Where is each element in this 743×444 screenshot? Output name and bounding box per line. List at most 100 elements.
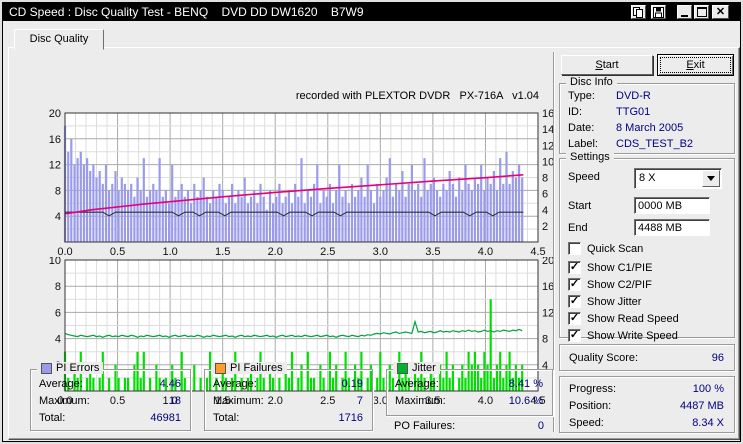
svg-text:0.5: 0.5 [110, 395, 125, 407]
row-label: Maximum: [395, 395, 446, 407]
svg-text:4: 4 [542, 205, 548, 217]
row-value: 18 [168, 395, 181, 407]
checkbox-label: Show Jitter [587, 295, 642, 308]
svg-text:0.0: 0.0 [57, 395, 72, 407]
row-label: Average: [213, 378, 257, 390]
row-value: 1716 [338, 412, 363, 424]
start-button[interactable]: Start [561, 55, 653, 75]
po-failures-label: PO Failures: [394, 420, 456, 432]
titlebar: CD Speed : Disc Quality Test - BENQ DVD … [3, 3, 740, 21]
disc-type-label: Type: [568, 90, 595, 102]
svg-text:4.0: 4.0 [478, 246, 493, 258]
jitter-swatch [397, 362, 408, 374]
window-title: CD Speed : Disc Quality Test - BENQ DVD … [9, 5, 364, 19]
speed-select[interactable]: 8 X [634, 168, 722, 189]
legend-title: PI Failures [230, 362, 283, 374]
quality-score-box: Quality Score: 96 [559, 344, 735, 371]
svg-text:14: 14 [542, 124, 554, 136]
svg-text:16: 16 [542, 281, 554, 293]
save-button[interactable] [651, 5, 666, 19]
row-label: Average: [395, 378, 439, 390]
maximize-button[interactable] [694, 5, 709, 19]
checkbox-show-c2-pif[interactable]: ✓ Show C2/PIF [568, 277, 652, 292]
svg-text:2: 2 [542, 221, 548, 233]
row-label: Total: [39, 412, 66, 424]
legend-pi-errors: PI Errors Average: 4.46 Maximum: 18 Total:… [30, 362, 191, 431]
checkbox-show-read-speed[interactable]: ✓ Show Read Speed [568, 311, 679, 326]
row-value: 8.41 % [508, 378, 543, 390]
svg-text:4.0: 4.0 [478, 395, 493, 407]
quality-score-label: Quality Score: [569, 352, 639, 364]
group-disc-info: Disc Info Type: DVD-R ID: TTG01 Date: 8 Mar… [559, 76, 735, 154]
row-label: Average: [39, 378, 83, 390]
exit-button[interactable]: Exit [657, 54, 734, 76]
svg-text:2.0: 2.0 [268, 395, 283, 407]
svg-text:8: 8 [542, 334, 548, 346]
checkbox-show-jitter[interactable]: ✓ Show Jitter [568, 294, 641, 309]
svg-text:8: 8 [55, 281, 61, 293]
svg-text:10: 10 [542, 156, 554, 168]
row-label: Maximum: [39, 395, 90, 407]
save-icon [653, 6, 664, 18]
minimize-icon [681, 14, 688, 17]
svg-text:0.0: 0.0 [57, 246, 72, 258]
disc-label-label: Label: [568, 138, 598, 150]
row-label: Maximum: [213, 395, 264, 407]
svg-text:2.5: 2.5 [320, 246, 335, 258]
pi-failures-swatch [215, 362, 226, 374]
start-mb-label: Start [568, 200, 592, 212]
svg-text:3.0: 3.0 [373, 395, 388, 407]
svg-text:0.5: 0.5 [110, 246, 125, 258]
maximize-icon [696, 7, 707, 17]
checkbox-box[interactable]: ✓ [568, 278, 581, 291]
tab-label: Disc Quality [29, 33, 89, 45]
checkbox-quick-scan[interactable]: Quick Scan [568, 241, 643, 256]
close-icon: ✕ [715, 6, 726, 18]
quality-score-value: 96 [711, 352, 724, 364]
svg-text:3.5: 3.5 [425, 246, 440, 258]
svg-text:1.5: 1.5 [215, 395, 230, 407]
position-label: Position: [569, 400, 612, 412]
close-button[interactable]: ✕ [712, 5, 729, 19]
tab-disc-quality[interactable]: Disc Quality [14, 29, 104, 50]
chevron-down-icon [707, 176, 715, 181]
legend-title: Jitter [412, 362, 436, 374]
minimize-button[interactable] [677, 5, 692, 19]
svg-text:8: 8 [542, 173, 548, 185]
checkbox-show-c1-pie[interactable]: ✓ Show C1/PIE [568, 260, 652, 275]
checkbox-box[interactable]: ✓ [568, 329, 581, 342]
svg-text:4: 4 [55, 334, 61, 346]
checkbox-box[interactable]: ✓ [568, 312, 581, 325]
copy-button[interactable] [631, 5, 646, 19]
legend-pi-failures: PI Failures Average: 0.19 Maximum: 7 Total… [204, 362, 373, 431]
svg-text:1.5: 1.5 [215, 246, 230, 258]
row-value: 0.19 [341, 378, 363, 390]
svg-text:10: 10 [49, 257, 61, 267]
tab-page: recorded with PLEXTOR DVDR PX-716A v1.04… [8, 47, 740, 440]
disc-date-value: 8 March 2005 [616, 122, 684, 134]
dropdown-button[interactable] [702, 170, 720, 187]
checkbox-box[interactable]: ✓ [568, 295, 581, 308]
group-title: Disc Info [570, 76, 613, 88]
end-mb-input[interactable]: 4488 MB [634, 219, 710, 236]
svg-text:6: 6 [542, 189, 548, 201]
svg-text:2.0: 2.0 [268, 246, 283, 258]
disc-id-label: ID: [568, 106, 583, 118]
disc-date-label: Date: [568, 122, 595, 134]
checkbox-box[interactable] [568, 242, 581, 255]
po-failures-row: PO Failures: 0 [386, 420, 553, 436]
speed-label: Speed [568, 171, 600, 183]
end-mb-label: End [568, 222, 588, 234]
legend-title: PI Errors [56, 362, 100, 374]
checkbox-box[interactable]: ✓ [568, 261, 581, 274]
speed-value: 8 X [639, 172, 656, 184]
start-mb-input[interactable]: 0000 MB [634, 197, 710, 214]
checkbox-label: Quick Scan [587, 242, 644, 255]
row-label: Total: [213, 412, 240, 424]
svg-text:2.5: 2.5 [320, 395, 335, 407]
checkbox-show-write-speed[interactable]: ✓ Show Write Speed [568, 328, 678, 343]
svg-text:12: 12 [49, 160, 61, 172]
